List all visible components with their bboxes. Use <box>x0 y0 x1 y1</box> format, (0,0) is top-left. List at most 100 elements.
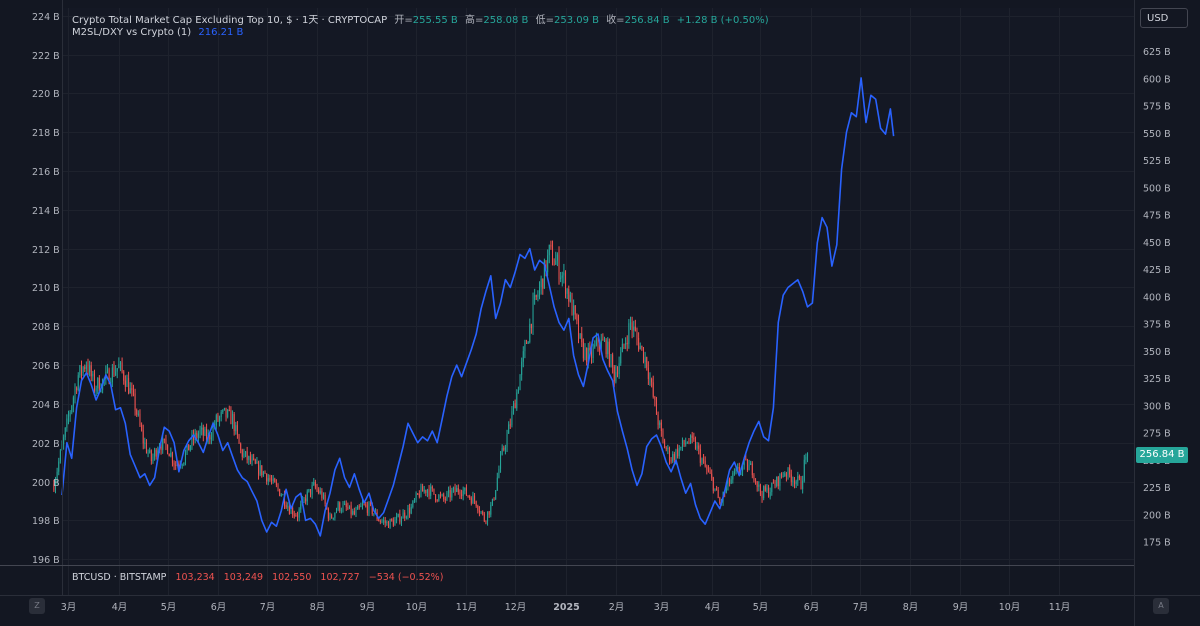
candle-body-up[interactable] <box>337 502 339 510</box>
candle-body-up[interactable] <box>516 392 518 409</box>
candle-body-down[interactable] <box>108 369 110 384</box>
candle-body-down[interactable] <box>568 289 570 302</box>
candle-body-up[interactable] <box>779 473 781 487</box>
candle-body-down[interactable] <box>605 339 607 355</box>
candle-body-down[interactable] <box>753 475 755 481</box>
candle-body-down[interactable] <box>717 489 719 499</box>
time-axis-tick[interactable]: 9月 <box>360 602 376 613</box>
candle-body-up[interactable] <box>595 338 597 345</box>
candle-body-down[interactable] <box>264 471 266 474</box>
candle-body-up[interactable] <box>58 461 60 472</box>
candle-body-up[interactable] <box>569 294 571 302</box>
candle-body-down[interactable] <box>756 481 758 487</box>
candle-body-up[interactable] <box>100 390 102 392</box>
candle-body-down[interactable] <box>493 498 495 500</box>
candle-body-up[interactable] <box>74 388 76 398</box>
candle-body-up[interactable] <box>319 491 321 494</box>
candle-body-up[interactable] <box>144 442 146 444</box>
candle-body-down[interactable] <box>358 506 360 508</box>
candle-body-down[interactable] <box>433 488 435 495</box>
time-axis-tick[interactable]: 6月 <box>804 602 820 613</box>
candle-body-down[interactable] <box>526 342 528 344</box>
candle-body-up[interactable] <box>63 437 65 445</box>
candle-body-down[interactable] <box>461 494 463 496</box>
candle-body-up[interactable] <box>490 504 492 515</box>
candle-body-up[interactable] <box>782 476 784 478</box>
candle-body-up[interactable] <box>256 462 258 464</box>
candle-body-up[interactable] <box>603 339 605 341</box>
candle-body-up[interactable] <box>607 341 609 355</box>
candle-body-down[interactable] <box>777 476 779 487</box>
candle-body-down[interactable] <box>688 442 690 444</box>
candle-body-up[interactable] <box>594 344 596 348</box>
candle-body-up[interactable] <box>446 492 448 500</box>
candle-body-down[interactable] <box>755 480 757 482</box>
candle-body-up[interactable] <box>629 322 631 324</box>
candle-body-down[interactable] <box>171 452 173 463</box>
candle-body-down[interactable] <box>712 477 714 491</box>
candle-body-up[interactable] <box>262 471 264 476</box>
candle-body-up[interactable] <box>561 275 563 278</box>
candle-body-down[interactable] <box>384 520 386 524</box>
candle-body-down[interactable] <box>677 449 679 457</box>
candle-body-up[interactable] <box>298 509 300 518</box>
candle-body-up[interactable] <box>300 504 302 510</box>
candle-body-up[interactable] <box>219 417 221 421</box>
candle-body-up[interactable] <box>383 520 385 522</box>
candle-body-up[interactable] <box>272 478 274 481</box>
candle-body-up[interactable] <box>769 492 771 497</box>
candle-body-down[interactable] <box>365 504 367 506</box>
candle-body-down[interactable] <box>353 511 355 515</box>
candle-body-up[interactable] <box>556 254 558 261</box>
candle-body-down[interactable] <box>699 448 701 463</box>
candle-body-up[interactable] <box>519 374 521 391</box>
candle-body-down[interactable] <box>616 372 618 375</box>
candle-body-up[interactable] <box>529 324 531 342</box>
candle-body-up[interactable] <box>539 286 541 295</box>
candle-body-up[interactable] <box>441 494 443 496</box>
candle-body-down[interactable] <box>345 503 347 507</box>
candle-body-down[interactable] <box>131 388 133 390</box>
candle-body-up[interactable] <box>373 513 375 515</box>
candle-body-down[interactable] <box>175 464 177 466</box>
candle-body-down[interactable] <box>602 339 604 341</box>
candle-body-down[interactable] <box>485 521 487 523</box>
candle-body-up[interactable] <box>547 255 549 273</box>
candle-body-up[interactable] <box>89 365 91 372</box>
candle-body-down[interactable] <box>729 478 731 484</box>
time-axis-tick[interactable]: 3月 <box>61 602 77 613</box>
candle-body-up[interactable] <box>495 490 497 500</box>
candle-body-down[interactable] <box>638 337 640 350</box>
candle-body-down[interactable] <box>370 502 372 504</box>
candle-body-up[interactable] <box>534 295 536 301</box>
candle-body-down[interactable] <box>646 357 648 368</box>
candle-body-down[interactable] <box>703 459 705 461</box>
candle-body-up[interactable] <box>77 375 79 391</box>
candle-body-down[interactable] <box>142 430 144 444</box>
candle-body-down[interactable] <box>310 489 312 495</box>
candle-body-up[interactable] <box>119 362 121 365</box>
candle-body-down[interactable] <box>293 514 295 516</box>
candle-body-down[interactable] <box>165 438 167 445</box>
candle-body-up[interactable] <box>678 448 680 457</box>
candle-body-down[interactable] <box>652 382 654 397</box>
candle-body-down[interactable] <box>292 508 294 515</box>
candle-body-down[interactable] <box>509 424 511 426</box>
candle-body-down[interactable] <box>230 410 232 425</box>
candle-body-down[interactable] <box>98 377 100 391</box>
candle-body-down[interactable] <box>781 473 783 477</box>
candle-body-up[interactable] <box>212 426 214 438</box>
candle-body-down[interactable] <box>76 388 78 391</box>
candle-body-up[interactable] <box>750 463 752 465</box>
candle-body-up[interactable] <box>480 511 482 513</box>
candle-body-down[interactable] <box>589 347 591 351</box>
candle-body-up[interactable] <box>157 450 159 457</box>
candle-body-down[interactable] <box>449 490 451 498</box>
candle-body-down[interactable] <box>387 522 389 528</box>
candle-body-up[interactable] <box>675 449 677 460</box>
candle-body-up[interactable] <box>407 507 409 517</box>
candle-body-up[interactable] <box>67 416 69 419</box>
auto-scale-button[interactable]: A <box>1153 598 1169 614</box>
candle-body-down[interactable] <box>80 365 82 373</box>
candle-body-up[interactable] <box>97 377 99 389</box>
